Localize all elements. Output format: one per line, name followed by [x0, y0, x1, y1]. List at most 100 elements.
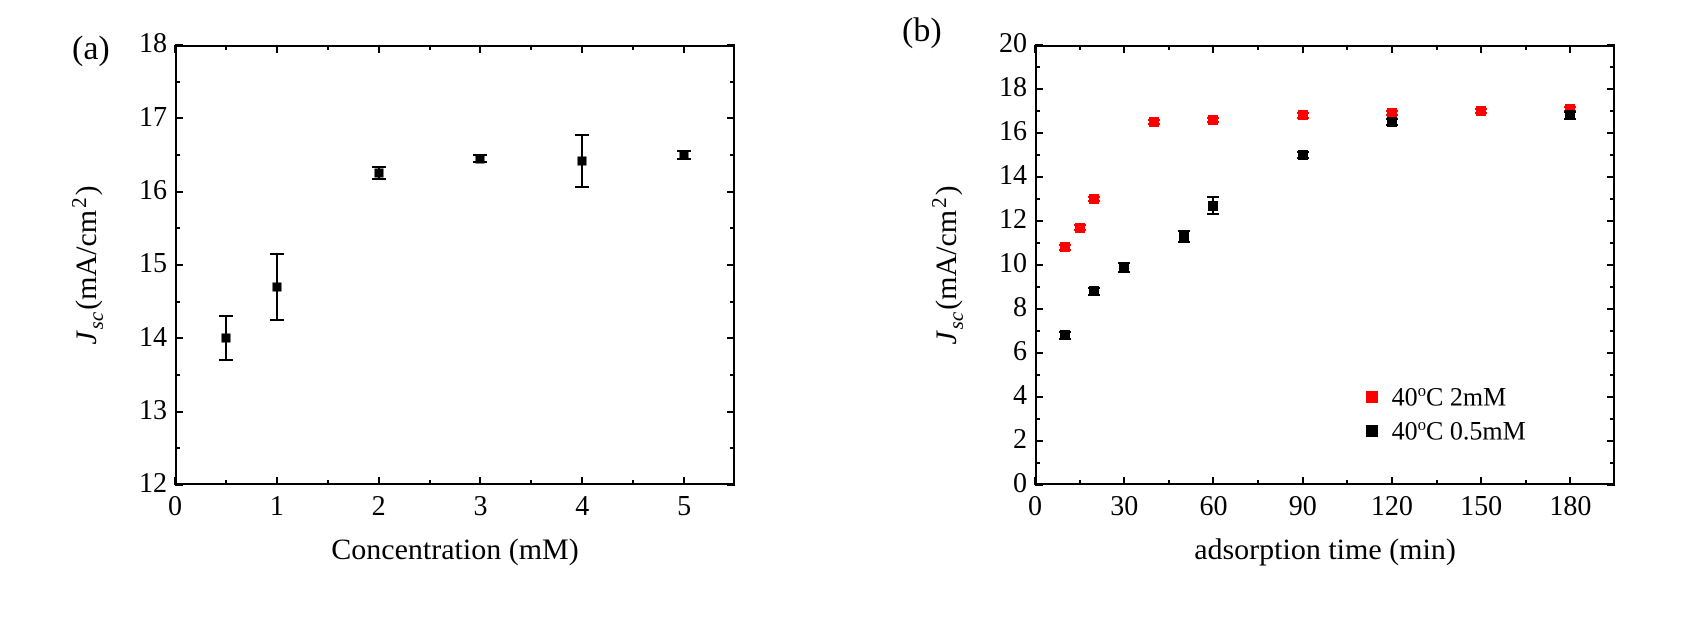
x-tick-minor: [1079, 45, 1081, 50]
y-tick-mark: [1607, 264, 1615, 266]
x-tick-label: 4: [575, 491, 589, 523]
y-tick-mark: [727, 44, 735, 46]
y-tick-minor: [730, 374, 735, 376]
y-tick-label: 0: [977, 468, 1027, 500]
y-tick-minor: [1035, 286, 1040, 288]
x-tick-minor: [225, 480, 227, 485]
y-tick-minor: [1035, 66, 1040, 68]
y-tick-mark: [1607, 352, 1615, 354]
legend-label: 40oC 0.5mM: [1392, 415, 1526, 447]
y-tick-label: 16: [977, 116, 1027, 148]
y-tick-mark: [1607, 88, 1615, 90]
y-tick-label: 18: [977, 72, 1027, 104]
x-tick-mark: [1034, 477, 1036, 485]
y-tick-mark: [175, 337, 183, 339]
x-tick-minor: [530, 45, 532, 50]
legend-swatch: [1366, 425, 1378, 437]
figure-root: (a) J sc (mA/cm 2 ) Concentration (mM) (…: [0, 0, 1701, 620]
panel-a-y-unit-sup: 2: [67, 197, 92, 208]
y-tick-label: 20: [977, 28, 1027, 60]
y-tick-minor: [730, 301, 735, 303]
x-tick-label: 3: [473, 491, 487, 523]
panel-b-y-unit-sup: 2: [927, 197, 952, 208]
data-point: [1476, 106, 1486, 116]
x-tick-label: 90: [1289, 491, 1317, 523]
y-tick-label: 14: [977, 160, 1027, 192]
y-tick-mark: [1607, 132, 1615, 134]
x-tick-mark: [1123, 477, 1125, 485]
x-tick-mark: [1480, 477, 1482, 485]
x-tick-minor: [1346, 480, 1348, 485]
x-tick-label: 120: [1371, 491, 1413, 523]
data-point: [272, 283, 281, 292]
y-tick-minor: [175, 301, 180, 303]
error-cap: [270, 253, 284, 255]
y-tick-minor: [1035, 462, 1040, 464]
x-tick-label: 30: [1110, 491, 1138, 523]
y-tick-mark: [1035, 440, 1043, 442]
panel-b-y-unit-pre: (mA/cm: [930, 210, 964, 310]
panel-a-label: (a): [72, 30, 110, 68]
x-tick-mark: [1034, 45, 1036, 53]
data-point: [1179, 231, 1189, 241]
error-cap: [1207, 213, 1219, 215]
y-tick-mark: [727, 484, 735, 486]
data-point: [1149, 117, 1159, 127]
y-tick-label: 13: [117, 395, 167, 427]
y-tick-mark: [1607, 396, 1615, 398]
y-tick-mark: [727, 337, 735, 339]
y-tick-label: 16: [117, 175, 167, 207]
y-tick-minor: [730, 227, 735, 229]
y-tick-minor: [1035, 198, 1040, 200]
x-tick-mark: [581, 477, 583, 485]
data-point: [1208, 201, 1218, 211]
panel-b-y-symbol: J: [930, 331, 964, 344]
y-tick-mark: [1035, 352, 1043, 354]
x-tick-mark: [683, 477, 685, 485]
y-tick-mark: [175, 191, 183, 193]
x-tick-mark: [581, 45, 583, 53]
x-tick-minor: [1525, 480, 1527, 485]
panel-a-y-axis-label: J sc (mA/cm 2 ): [70, 185, 104, 344]
y-tick-minor: [1610, 374, 1615, 376]
x-tick-label: 0: [168, 491, 182, 523]
panel-a-y-unit-pre: (mA/cm: [70, 210, 104, 310]
y-tick-mark: [1035, 88, 1043, 90]
x-tick-minor: [429, 480, 431, 485]
data-point: [1060, 242, 1070, 252]
panel-b-y-axis-label: J sc (mA/cm 2 ): [930, 185, 964, 344]
x-tick-minor: [1436, 45, 1438, 50]
y-tick-label: 15: [117, 248, 167, 280]
data-point: [476, 154, 485, 163]
panel-b-y-subscript: sc: [944, 312, 969, 330]
x-tick-minor: [1257, 45, 1259, 50]
data-point: [1089, 286, 1099, 296]
y-tick-label: 8: [977, 292, 1027, 324]
error-cap: [219, 359, 233, 361]
y-tick-mark: [175, 44, 183, 46]
y-tick-mark: [1035, 396, 1043, 398]
panel-b-y-unit-suf: ): [930, 185, 964, 195]
x-tick-mark: [1212, 477, 1214, 485]
data-point: [1298, 110, 1308, 120]
x-tick-mark: [276, 477, 278, 485]
x-tick-minor: [1346, 45, 1348, 50]
x-tick-mark: [378, 477, 380, 485]
y-tick-label: 17: [117, 102, 167, 134]
y-tick-label: 14: [117, 322, 167, 354]
y-tick-mark: [1035, 176, 1043, 178]
x-tick-mark: [1212, 45, 1214, 53]
y-tick-minor: [175, 227, 180, 229]
y-tick-minor: [1035, 110, 1040, 112]
panel-b-legend: 40oC 2mM40oC 0.5mM: [1366, 379, 1526, 448]
panel-a-y-subscript: sc: [84, 312, 109, 330]
y-tick-mark: [1035, 132, 1043, 134]
y-tick-label: 2: [977, 424, 1027, 456]
panel-a-y-unit-suf: ): [70, 185, 104, 195]
y-tick-mark: [1607, 44, 1615, 46]
x-tick-mark: [1302, 45, 1304, 53]
legend-item: 40oC 2mM: [1366, 381, 1526, 413]
y-tick-minor: [1610, 462, 1615, 464]
y-tick-mark: [1035, 308, 1043, 310]
x-tick-minor: [1079, 480, 1081, 485]
